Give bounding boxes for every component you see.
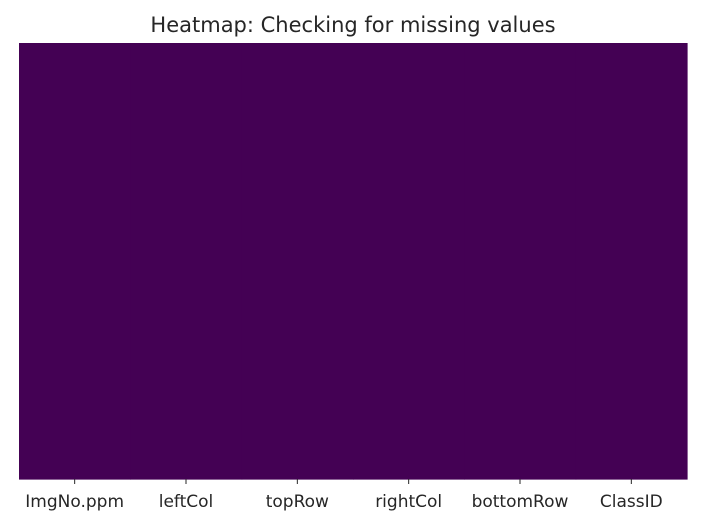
heatmap-cells [19, 43, 688, 480]
heatmap-cell [241, 43, 354, 480]
heatmap-cell [353, 43, 465, 480]
x-tick-label: topRow [266, 492, 329, 512]
heatmap-cell [130, 43, 243, 480]
chart-title: Heatmap: Checking for missing values [150, 13, 555, 37]
x-tick-label: bottomRow [472, 492, 569, 512]
heatmap-cell [19, 43, 131, 480]
x-axis-ticks: ImgNo.ppm leftCol topRow rightCol bottomRow C… [25, 479, 663, 512]
heatmap-cell [575, 43, 688, 480]
x-tick-label: rightCol [375, 492, 442, 512]
x-tick-label: ClassID [600, 492, 663, 512]
heatmap-cell [464, 43, 577, 480]
x-tick-label: leftCol [159, 492, 214, 512]
x-tick-label: ImgNo.ppm [25, 492, 124, 512]
